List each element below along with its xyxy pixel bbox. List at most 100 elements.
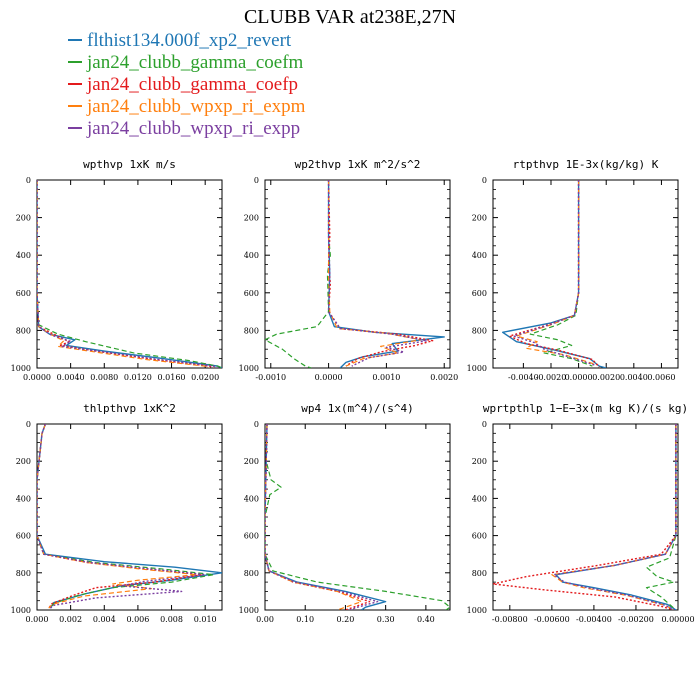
- y-tick-label: 800: [472, 569, 487, 578]
- x-tick-label: 0.0000: [23, 373, 51, 382]
- x-tick-label: 0.00000: [661, 615, 694, 624]
- x-tick-label: 0.0000: [315, 373, 343, 382]
- legend-item: jan24_clubb_wpxp_ri_expm: [68, 96, 305, 118]
- series-line-4: [265, 424, 363, 610]
- series-line-3: [37, 180, 214, 368]
- panel-title: wp2thvp 1xK m^2/s^2: [295, 158, 421, 171]
- y-tick-label: 800: [472, 326, 487, 335]
- x-tick-label: -0.00200: [618, 615, 654, 624]
- series-line-4: [37, 424, 198, 609]
- x-tick-label: 0.40: [417, 615, 435, 624]
- series-line-1: [327, 180, 445, 368]
- y-tick-label: 400: [472, 494, 487, 503]
- series-line-4: [327, 180, 422, 367]
- panel-frame: [36, 423, 223, 611]
- y-tick-label: 800: [244, 326, 259, 335]
- x-tick-label: 0.0020: [430, 373, 458, 382]
- legend-label: jan24_clubb_wpxp_ri_expp: [87, 118, 301, 139]
- series-line-2: [645, 424, 677, 609]
- x-tick-label: 0.20: [337, 615, 355, 624]
- series-group: [265, 424, 450, 610]
- legend-swatch: [68, 60, 82, 63]
- y-tick-label: 600: [16, 289, 31, 298]
- legend-swatch: [68, 126, 82, 129]
- series-line-5: [553, 424, 677, 610]
- panel-2: wp2thvp 1xK m^2/s^2 0 200 400 600 800 1000-0.0…: [239, 158, 459, 382]
- series-group: [265, 180, 445, 368]
- y-tick-label: 200: [16, 214, 31, 223]
- x-tick-label: 0.008: [160, 615, 183, 624]
- series-line-2: [265, 424, 450, 610]
- panel-frame: [492, 179, 679, 369]
- y-tick-label: 400: [472, 251, 487, 260]
- panel-title: thlpthvp 1xK^2: [83, 402, 176, 415]
- legend-item: flthist134.000f_xp2_revert: [68, 30, 305, 52]
- y-tick-label: 200: [244, 214, 259, 223]
- y-tick-label: 400: [244, 251, 259, 260]
- series-line-4: [37, 180, 210, 368]
- panel-6: wprtpthlp 1−E−3x(m kg K)/(s kg) 0 200 400 60…: [467, 402, 695, 624]
- y-tick-label: 1000: [11, 606, 31, 615]
- y-tick-label: 600: [16, 532, 31, 541]
- y-tick-label: 0: [254, 176, 259, 185]
- y-tick-label: 1000: [239, 364, 259, 373]
- y-tick-label: 400: [16, 251, 31, 260]
- x-tick-label: -0.0040: [508, 373, 539, 382]
- y-tick-label: 600: [244, 289, 259, 298]
- series-line-1: [555, 424, 677, 610]
- legend-swatch: [68, 82, 82, 85]
- legend-label: jan24_clubb_wpxp_ri_expm: [87, 96, 306, 117]
- legend-item: jan24_clubb_gamma_coefp: [68, 74, 305, 96]
- x-tick-label: -0.00600: [534, 615, 570, 624]
- series-line-1: [37, 424, 222, 609]
- figure-title: CLUBB VAR at238E,27N: [243, 6, 457, 28]
- x-tick-label: 0.0010: [372, 373, 400, 382]
- legend-item: jan24_clubb_wpxp_ri_expp: [68, 118, 305, 140]
- legend: flthist134.000f_xp2_revert jan24_clubb_ga…: [68, 30, 305, 140]
- y-tick-label: 0: [482, 420, 487, 429]
- y-tick-label: 1000: [239, 606, 259, 615]
- y-tick-label: 800: [244, 569, 259, 578]
- panel-title: wprtpthlp 1−E−3x(m kg K)/(s kg): [483, 402, 688, 415]
- y-tick-label: 800: [16, 326, 31, 335]
- series-line-2: [529, 180, 593, 367]
- y-tick-label: 200: [244, 457, 259, 466]
- series-line-2: [265, 180, 331, 368]
- x-tick-label: 0.30: [377, 615, 395, 624]
- legend-swatch: [68, 38, 82, 41]
- y-tick-label: 200: [472, 457, 487, 466]
- series-line-1: [37, 180, 222, 368]
- y-tick-label: 1000: [11, 364, 31, 373]
- panel-title: rtpthvp 1E-3x(kg/kg) K: [513, 158, 659, 171]
- series-line-3: [265, 424, 371, 610]
- x-tick-label: 0.002: [59, 615, 82, 624]
- y-tick-label: 1000: [467, 364, 487, 373]
- series-group: [493, 424, 677, 610]
- x-tick-label: 0.0040: [620, 373, 648, 382]
- y-tick-label: 0: [26, 176, 31, 185]
- x-tick-label: 0.0000: [565, 373, 593, 382]
- y-tick-label: 0: [482, 176, 487, 185]
- x-tick-label: 0.10: [296, 615, 314, 624]
- series-line-5: [513, 180, 596, 366]
- series-line-1: [265, 424, 387, 610]
- y-tick-label: 0: [26, 420, 31, 429]
- series-line-2: [37, 424, 215, 609]
- y-tick-label: 200: [472, 214, 487, 223]
- x-tick-label: 0.004: [93, 615, 116, 624]
- y-tick-label: 600: [244, 532, 259, 541]
- series-group: [37, 180, 222, 368]
- series-line-5: [265, 424, 379, 610]
- series-line-2: [37, 180, 222, 368]
- x-tick-label: -0.00400: [576, 615, 612, 624]
- x-tick-label: 0.00: [256, 615, 274, 624]
- x-tick-label: -0.0010: [255, 373, 286, 382]
- series-line-5: [327, 180, 428, 367]
- series-line-4: [515, 180, 596, 365]
- x-tick-label: 0.010: [194, 615, 217, 624]
- series-line-5: [37, 424, 206, 609]
